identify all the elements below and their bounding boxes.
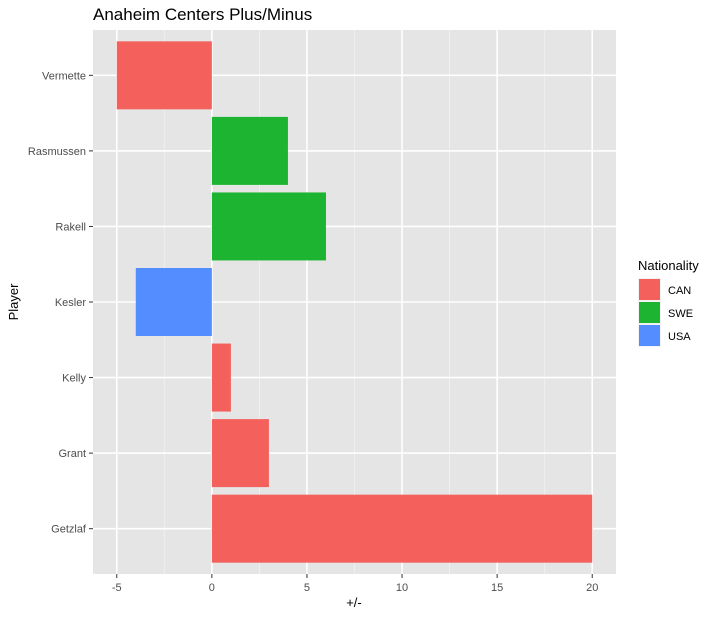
legend-title: Nationality: [638, 258, 699, 273]
y-tick-label: Grant: [58, 448, 86, 460]
bar-kesler: [135, 268, 212, 336]
y-tick-label: Getzlaf: [51, 524, 87, 536]
legend-label-can: CAN: [668, 285, 691, 297]
x-axis-title: +/-: [346, 595, 362, 610]
x-tick-label: -5: [112, 582, 122, 594]
x-tick-label: 15: [491, 582, 503, 594]
bar-rasmussen: [211, 116, 288, 185]
x-axis-ticks: -5 0 5 10 15 20: [112, 574, 598, 594]
legend-key-swe: [639, 302, 660, 323]
y-tick-label: Rakell: [55, 221, 86, 233]
y-axis-title: Player: [6, 283, 21, 321]
x-tick-label: 10: [396, 582, 408, 594]
x-tick-label: 0: [209, 582, 215, 594]
legend-key-usa: [639, 325, 660, 346]
y-tick-label: Kelly: [62, 373, 86, 385]
bar-grant: [211, 419, 269, 488]
chart-title: Anaheim Centers Plus/Minus: [93, 5, 312, 24]
y-tick-label: Rasmussen: [28, 146, 86, 158]
y-tick-label: Vermette: [42, 70, 86, 82]
legend-key-can: [639, 279, 660, 300]
bar-getzlaf: [211, 494, 593, 563]
y-tick-label: Kesler: [55, 297, 87, 309]
legend-label-swe: SWE: [668, 308, 693, 320]
x-tick-label: 5: [304, 582, 310, 594]
bar-vermette: [116, 41, 212, 110]
x-tick-label: 20: [586, 582, 598, 594]
y-axis-ticks: Getzlaf Grant Kelly Kesler Rakell Rasmussen Ve…: [28, 70, 93, 536]
bar-kelly: [211, 343, 231, 412]
gridlines: [93, 30, 616, 574]
bar-rakell: [211, 192, 326, 261]
legend: Nationality CAN SWE USA: [638, 258, 699, 347]
bars: [116, 41, 593, 563]
legend-label-usa: USA: [668, 331, 691, 343]
